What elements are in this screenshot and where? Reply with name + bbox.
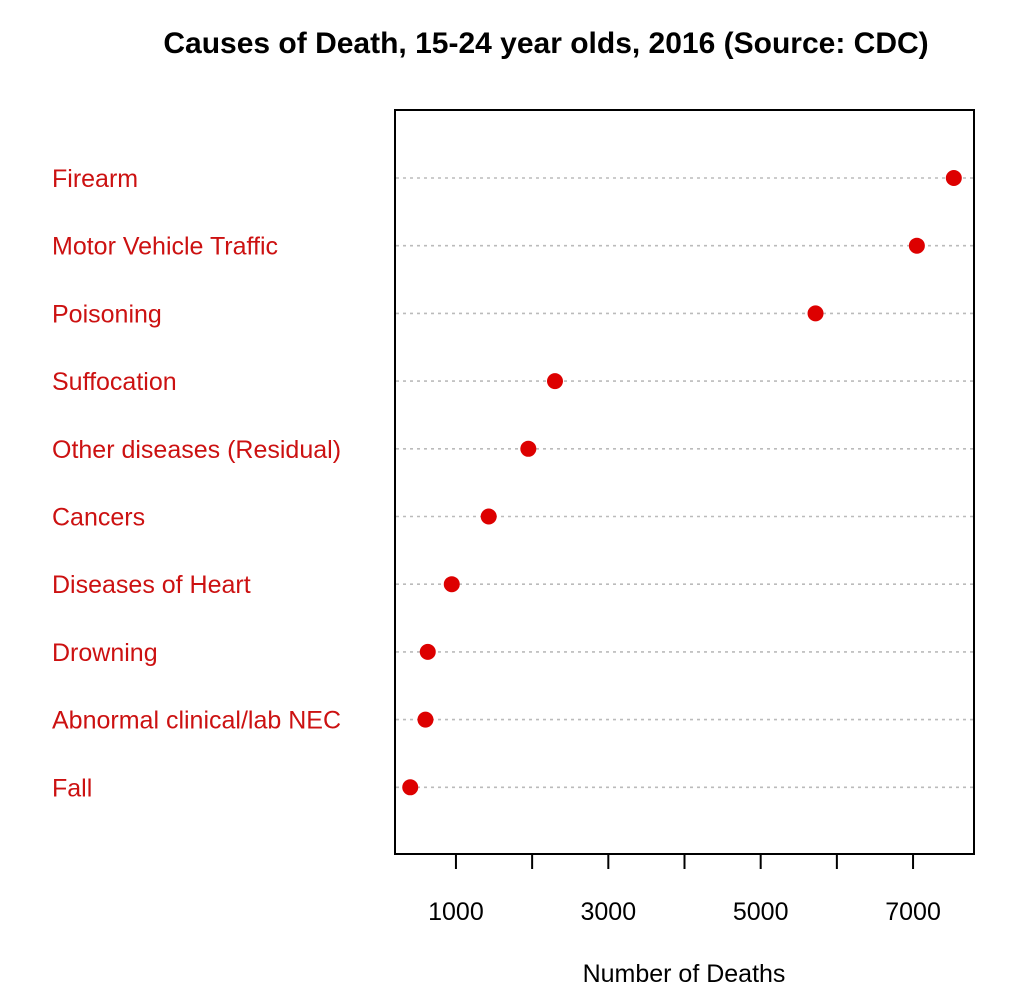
category-label: Drowning xyxy=(52,639,158,667)
data-points xyxy=(402,170,962,796)
category-label: Poisoning xyxy=(52,300,162,328)
category-label: Other diseases (Residual) xyxy=(52,436,341,464)
category-label: Motor Vehicle Traffic xyxy=(52,233,278,261)
chart-title: Causes of Death, 15-24 year olds, 2016 (… xyxy=(163,27,928,60)
category-label: Diseases of Heart xyxy=(52,571,251,599)
plot-frame xyxy=(394,109,975,855)
data-point xyxy=(402,779,419,796)
data-point xyxy=(417,711,434,728)
category-label: Fall xyxy=(52,774,92,802)
data-point xyxy=(480,508,497,525)
x-tick-label: 7000 xyxy=(885,898,941,926)
x-axis: 1000 3000 5000 7000 xyxy=(428,853,941,926)
data-point xyxy=(520,440,537,457)
category-label: Cancers xyxy=(52,504,145,532)
category-label: Firearm xyxy=(52,165,138,193)
category-label: Abnormal clinical/lab NEC xyxy=(52,707,341,735)
data-point xyxy=(807,305,824,322)
data-point xyxy=(546,373,563,390)
data-point xyxy=(443,576,460,593)
x-axis-title: Number of Deaths xyxy=(583,960,786,988)
data-point xyxy=(419,643,436,660)
category-label: Suffocation xyxy=(52,368,177,396)
x-tick-label: 1000 xyxy=(428,898,484,926)
x-tick-label: 5000 xyxy=(733,898,789,926)
data-point xyxy=(908,237,925,254)
guide-lines xyxy=(396,177,973,789)
data-point xyxy=(945,170,962,186)
x-tick-label: 3000 xyxy=(581,898,637,926)
category-labels: Firearm Motor Vehicle Traffic Poisoning Suf… xyxy=(52,165,341,802)
